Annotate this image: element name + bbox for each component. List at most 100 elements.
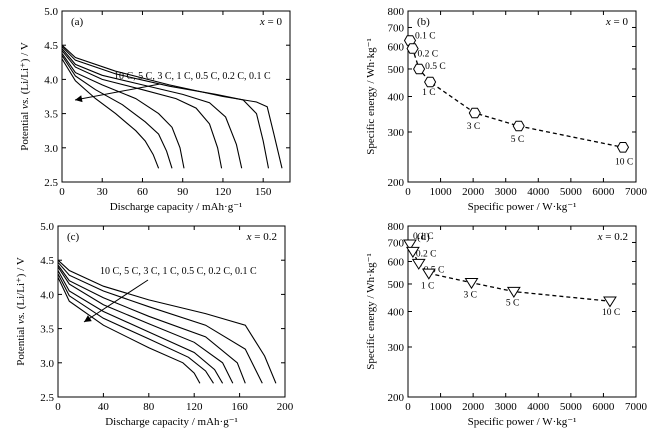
x-tick-label: 0 — [59, 186, 65, 198]
x-tick-label: 1000 — [430, 186, 453, 198]
y-tick-label: 3.5 — [40, 324, 54, 336]
panel-a: 0 30 60 90 120 150 2.5 3.0 3.5 4.0 4.5 5.0 (a) x = 0 D… — [19, 6, 291, 213]
x-tick-label: 4000 — [527, 401, 550, 413]
x-tick-label: 150 — [255, 186, 272, 198]
y-tick-label: 600 — [388, 256, 405, 268]
x-tick-label: 7000 — [625, 186, 648, 198]
point-label: 5 C — [511, 135, 524, 145]
discharge-curve-5-C — [61, 55, 173, 169]
x-tick-label: 160 — [231, 401, 248, 413]
x-tick-label: 1000 — [430, 401, 453, 413]
y-tick-label: 700 — [388, 237, 405, 249]
data-point-0-1-C — [403, 239, 417, 251]
point-label: 10 C — [602, 308, 620, 318]
point-label: 0.5 C — [425, 62, 446, 72]
y-tick-label: 500 — [388, 64, 405, 76]
data-point-10-C — [616, 142, 630, 153]
y-tick-label: 3.0 — [44, 143, 58, 155]
x-axis-label: Specific power / W·kg⁻¹ — [468, 416, 577, 428]
discharge-curve-3-C — [61, 53, 185, 169]
panel-label: (c) — [67, 231, 80, 243]
data-point-1-C — [421, 268, 436, 280]
composition-annotation: x = 0 — [605, 16, 629, 28]
data-point-5-C — [506, 286, 521, 298]
rate-arrow — [74, 83, 161, 101]
y-tick-label: 300 — [388, 127, 405, 139]
discharge-curve-0-5-C — [61, 48, 243, 169]
y-tick-label: 4.5 — [44, 40, 58, 52]
point-label: 1 C — [422, 88, 435, 98]
point-label: 3 C — [464, 291, 477, 301]
point-label: 0.1 C — [415, 31, 436, 41]
x-tick-label: 6000 — [592, 401, 615, 413]
y-tick-label: 4.5 — [40, 255, 54, 267]
panel-b: 0 1000 2000 3000 4000 5000 6000 7000 200 300 400 50… — [365, 6, 648, 213]
x-axis-label: Discharge capacity / mAh·g⁻¹ — [105, 416, 238, 428]
discharge-curve-0-1-C — [61, 44, 283, 169]
x-tick-label: 5000 — [560, 401, 583, 413]
x-tick-label: 5000 — [560, 186, 583, 198]
data-point-10-C — [603, 296, 617, 308]
point-label: 0.2 C — [418, 50, 439, 60]
panel-label: (a) — [71, 16, 84, 28]
discharge-curve-1-C — [57, 266, 234, 384]
point-label: 3 C — [467, 122, 480, 132]
rate-legend-text: 10 C, 5 C, 3 C, 1 C, 0.5 C, 0.2 C, 0.1 C — [100, 266, 257, 277]
composition-annotation: x = 0.2 — [597, 231, 628, 243]
plot-frame — [61, 10, 291, 183]
point-label: 10 C — [615, 157, 633, 167]
y-tick-label: 200 — [388, 177, 405, 189]
x-tick-label: 6000 — [592, 186, 615, 198]
y-tick-label: 3.0 — [40, 358, 54, 370]
discharge-curve-10-C — [57, 277, 201, 384]
x-tick-label: 7000 — [625, 401, 648, 413]
plot-frame — [57, 225, 286, 398]
y-tick-label: 400 — [388, 307, 405, 319]
discharge-curve-5-C — [57, 273, 214, 384]
discharge-curve-10-C — [61, 58, 160, 169]
y-tick-label: 200 — [388, 392, 405, 404]
data-point-0-2-C — [406, 43, 419, 54]
y-tick-label: 4.0 — [40, 289, 54, 301]
x-tick-label: 2000 — [462, 401, 485, 413]
x-axis-label: Specific power / W·kg⁻¹ — [468, 201, 577, 213]
y-axis-label: Potential vs. (Li/Li⁺) / V — [19, 42, 31, 151]
x-axis-label: Discharge capacity / mAh·g⁻¹ — [110, 201, 243, 213]
discharge-curve-0-5-C — [57, 264, 246, 384]
y-tick-label: 5.0 — [40, 221, 54, 233]
x-tick-label: 120 — [215, 186, 232, 198]
y-axis-label: Potential vs. (Li/Li⁺) / V — [15, 257, 27, 366]
rate-arrow-head — [84, 315, 92, 322]
y-tick-label: 400 — [388, 92, 405, 104]
data-point-0-2-C — [405, 246, 420, 258]
y-tick-label: 700 — [388, 22, 405, 34]
x-tick-label: 0 — [405, 401, 411, 413]
data-point-5-C — [512, 120, 525, 132]
data-point-3-C — [464, 278, 479, 290]
energy-power-curve — [409, 40, 624, 148]
x-tick-label: 3000 — [495, 401, 518, 413]
rate-arrow — [83, 279, 149, 323]
data-point-3-C — [468, 107, 481, 119]
discharge-curve-1-C — [61, 50, 223, 169]
rate-arrow-head — [75, 95, 83, 103]
panel-c: 0 40 80 120 160 200 2.5 3.0 3.5 4.0 4.5 5.0 (c) x = 0… — [15, 221, 294, 428]
y-tick-label: 800 — [388, 6, 405, 18]
discharge-curve-3-C — [57, 270, 224, 384]
y-tick-label: 5.0 — [44, 6, 58, 18]
y-axis-label: Specific energy / Wh·kg⁻¹ — [365, 38, 377, 155]
discharge-curve-0-1-C — [57, 259, 277, 384]
y-tick-label: 2.5 — [40, 392, 54, 404]
discharge-curve-0-2-C — [57, 261, 263, 384]
point-label: 5 C — [506, 299, 519, 309]
rate-legend-text: 10 C, 5 C, 3 C, 1 C, 0.5 C, 0.2 C, 0.1 C — [114, 71, 271, 82]
point-label: 0.1 C — [413, 232, 434, 242]
x-tick-label: 120 — [186, 401, 203, 413]
x-tick-label: 80 — [143, 401, 155, 413]
x-tick-label: 4000 — [527, 186, 550, 198]
x-tick-label: 0 — [405, 186, 411, 198]
x-tick-label: 90 — [177, 186, 189, 198]
composition-annotation: x = 0 — [259, 16, 283, 28]
x-tick-label: 40 — [98, 401, 110, 413]
data-point-1-C — [424, 76, 437, 88]
